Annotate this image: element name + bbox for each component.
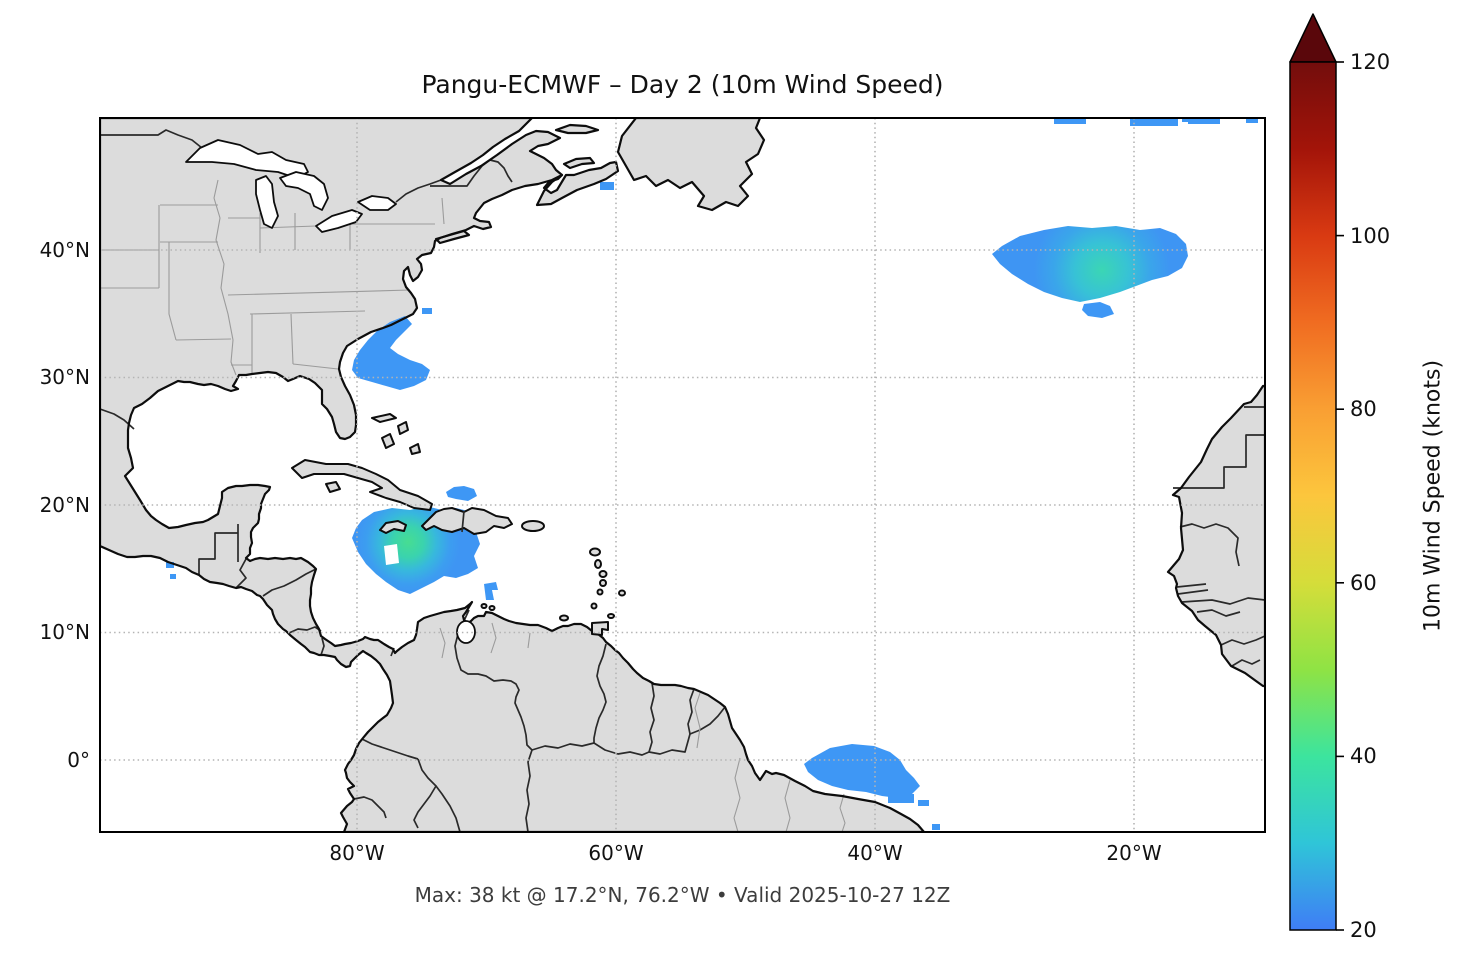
bahamas-andros (381, 433, 395, 449)
haiti-dr-border (461, 510, 465, 533)
chart-title: Pangu-ECMWF – Day 2 (10m Wind Speed) (421, 70, 944, 99)
bahamas-long-island (409, 443, 421, 455)
colorbar-axis-label: 10m Wind Speed (knots) (1420, 359, 1446, 633)
colorbar-tick-label: 40 (1350, 744, 1377, 769)
colorbar-tickmarks (1336, 61, 1344, 931)
patch-caribbean-fragment (484, 582, 498, 600)
lake-michigan (255, 175, 279, 229)
islands (291, 413, 626, 644)
patch-top-strip-2 (1130, 118, 1178, 126)
lake-maracaibo (456, 620, 476, 644)
x-tick-label: 20°W (1106, 841, 1162, 865)
hispaniola (421, 507, 513, 535)
dominica (594, 559, 602, 569)
colorbar-tick-label: 120 (1350, 50, 1391, 74)
x-tick-label: 40°W (847, 841, 903, 865)
colorbar-bar (1289, 61, 1337, 931)
patch-southeast-us-fragment (422, 308, 432, 314)
patch-belize-dot-1 (166, 562, 174, 568)
state-borders (100, 179, 846, 832)
patch-belize-dot-2 (170, 574, 176, 579)
patch-top-strip-5 (1246, 118, 1258, 123)
patch-north-atlantic (992, 226, 1188, 302)
patch-top-strip-1 (1054, 118, 1086, 124)
y-tick-label: 40°N (39, 237, 90, 262)
patch-equatorial-fragment-3 (932, 824, 940, 830)
margarita (559, 614, 569, 622)
x-tick-label: 80°W (329, 841, 385, 865)
lake-superior (185, 139, 309, 179)
lake-erie (315, 209, 363, 233)
colorbar-tick-label: 100 (1350, 223, 1391, 248)
y-tick-label: 0° (67, 747, 90, 772)
aruba-curacao-bonaire (480, 603, 488, 609)
y-tick-label: 30°N (39, 365, 90, 390)
map-area (100, 118, 1265, 832)
martinique (598, 570, 608, 578)
grenada (590, 602, 598, 610)
trinidad (591, 621, 609, 636)
jamaica (379, 520, 407, 534)
patch-equatorial-fragment-2 (918, 800, 929, 806)
chart-caption: Max: 38 kt @ 17.2°N, 76.2°W • Valid 2025… (414, 883, 951, 907)
puerto-rico (521, 520, 545, 532)
colorbar-tick-label: 80 (1350, 397, 1377, 422)
mainland-americas-land (100, 118, 924, 832)
isle-of-youth (325, 481, 341, 493)
tobago (607, 613, 615, 619)
guadeloupe (589, 547, 601, 557)
newfoundland-land (618, 118, 764, 210)
patch-top-strip-3 (1182, 118, 1188, 122)
barbados (618, 589, 626, 597)
st-vincent (596, 588, 604, 596)
patch-equatorial-fragment-1 (888, 794, 914, 803)
patch-nova-scotia-dot (600, 182, 614, 190)
land-fill-layer (100, 118, 1265, 832)
lake-huron (279, 171, 329, 211)
great-lakes (185, 139, 397, 233)
curacao (488, 605, 496, 611)
axes-frame (99, 117, 1266, 833)
patch-equatorial (804, 744, 920, 798)
patch-caribbean-hole (384, 544, 399, 565)
y-tick-label: 10°N (39, 620, 90, 645)
y-tick-label: 20°N (39, 492, 90, 517)
st-lucia (599, 579, 607, 587)
x-tick-label: 60°W (588, 841, 644, 865)
gridlines (100, 118, 1265, 832)
patch-north-atlantic-sub (1082, 302, 1114, 318)
colorbar-tick-label: 60 (1350, 570, 1377, 595)
cuba (291, 459, 433, 511)
bahamas-eleuthera (397, 421, 409, 435)
lake-ontario (357, 195, 397, 211)
patch-top-strip-4 (1188, 118, 1220, 124)
colorbar-tick-label: 20 (1350, 918, 1377, 942)
bahamas-grand-abaco (371, 413, 397, 423)
colorbar-extend-arrow (1289, 13, 1337, 63)
patch-southeast-us (352, 316, 430, 390)
wind-speed-patches (166, 118, 1258, 830)
patch-north-of-hispaniola (446, 486, 477, 501)
colorbar (1289, 13, 1344, 931)
